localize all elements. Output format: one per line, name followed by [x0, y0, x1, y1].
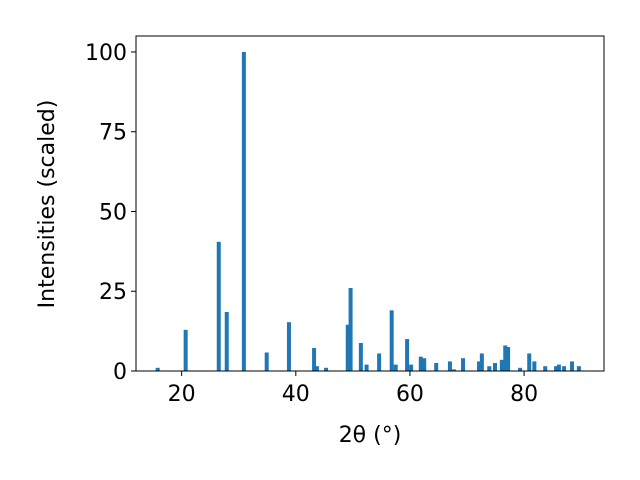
- bar: [216, 241, 221, 371]
- bar: [461, 358, 466, 371]
- y-tick-label: 0: [113, 360, 127, 385]
- bar: [393, 364, 398, 371]
- bar: [183, 329, 188, 371]
- bar: [479, 353, 484, 371]
- bar: [422, 358, 427, 371]
- bar: [224, 311, 229, 371]
- bar: [364, 364, 369, 371]
- bar: [434, 363, 439, 371]
- bar: [447, 361, 452, 371]
- bar: [314, 366, 319, 371]
- y-axis-label: Intensities (scaled): [35, 100, 60, 309]
- plot-frame: [135, 35, 605, 372]
- bar: [348, 288, 353, 371]
- x-tick-label: 80: [510, 382, 538, 407]
- bar: [324, 367, 329, 371]
- bar: [532, 361, 537, 371]
- bar: [451, 369, 456, 371]
- bar: [570, 361, 575, 371]
- x-tick-label: 40: [282, 382, 310, 407]
- y-tick-label: 100: [85, 41, 127, 66]
- bar: [487, 366, 492, 371]
- bar: [345, 324, 350, 371]
- bar: [562, 366, 567, 371]
- bar: [518, 367, 523, 371]
- y-tick-label: 25: [99, 280, 127, 305]
- bar: [418, 356, 423, 371]
- bar: [556, 364, 561, 371]
- bar: [286, 322, 291, 371]
- bar: [312, 348, 317, 371]
- x-tick-label: 60: [396, 382, 424, 407]
- bar: [492, 363, 497, 371]
- bar: [503, 345, 508, 371]
- bar: [554, 366, 559, 371]
- bar: [409, 364, 414, 371]
- bar: [506, 347, 511, 371]
- bar: [576, 366, 581, 371]
- bar: [241, 51, 246, 371]
- bar: [477, 361, 482, 371]
- bar: [377, 353, 382, 371]
- bar: [499, 359, 504, 371]
- y-tick-label: 75: [99, 121, 127, 146]
- bar: [155, 367, 160, 371]
- bar: [264, 352, 269, 371]
- x-tick-label: 20: [168, 382, 196, 407]
- bar: [389, 310, 394, 371]
- y-tick-label: 50: [99, 200, 127, 225]
- bar: [527, 353, 532, 371]
- x-axis-label: 2θ (°): [339, 423, 402, 448]
- bar: [543, 366, 548, 371]
- bar: [405, 339, 410, 371]
- bar: [358, 342, 363, 371]
